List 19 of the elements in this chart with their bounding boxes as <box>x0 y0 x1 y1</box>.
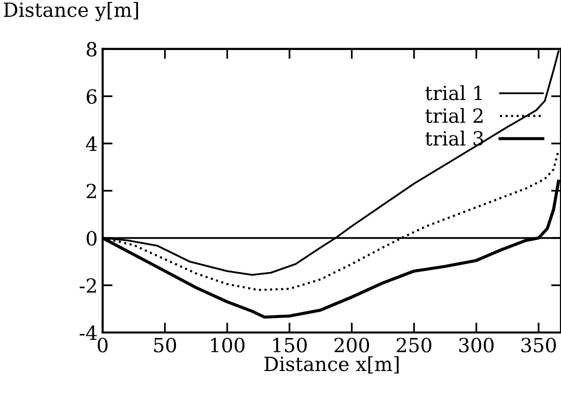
y-tick-label: -4 <box>80 325 97 340</box>
y-tick-label: 8 <box>86 42 96 57</box>
x-tick-label: 300 <box>459 338 494 352</box>
y-tick-label: 0 <box>86 230 97 246</box>
y-tick-label: 2 <box>86 184 96 198</box>
x-tick-label: 100 <box>211 338 244 352</box>
x-tick-label: 350 <box>522 338 556 352</box>
x-tick-label: 150 <box>273 338 307 352</box>
x-axis-title: Distance x[m] <box>264 356 399 374</box>
y-tick-label: -2 <box>80 278 96 293</box>
x-tick-label: 50 <box>154 338 176 352</box>
x-tick-label: 250 <box>396 338 432 352</box>
y-tick-label: 6 <box>86 89 97 104</box>
x-tick-label: 0 <box>98 338 108 352</box>
legend-label: trial 2 <box>425 108 483 124</box>
y-tick-label: 4 <box>86 136 97 151</box>
legend-label: trial 1 <box>425 85 482 100</box>
x-tick-label: 200 <box>334 338 370 352</box>
y-axis-title: Distance y[m] <box>4 2 138 22</box>
